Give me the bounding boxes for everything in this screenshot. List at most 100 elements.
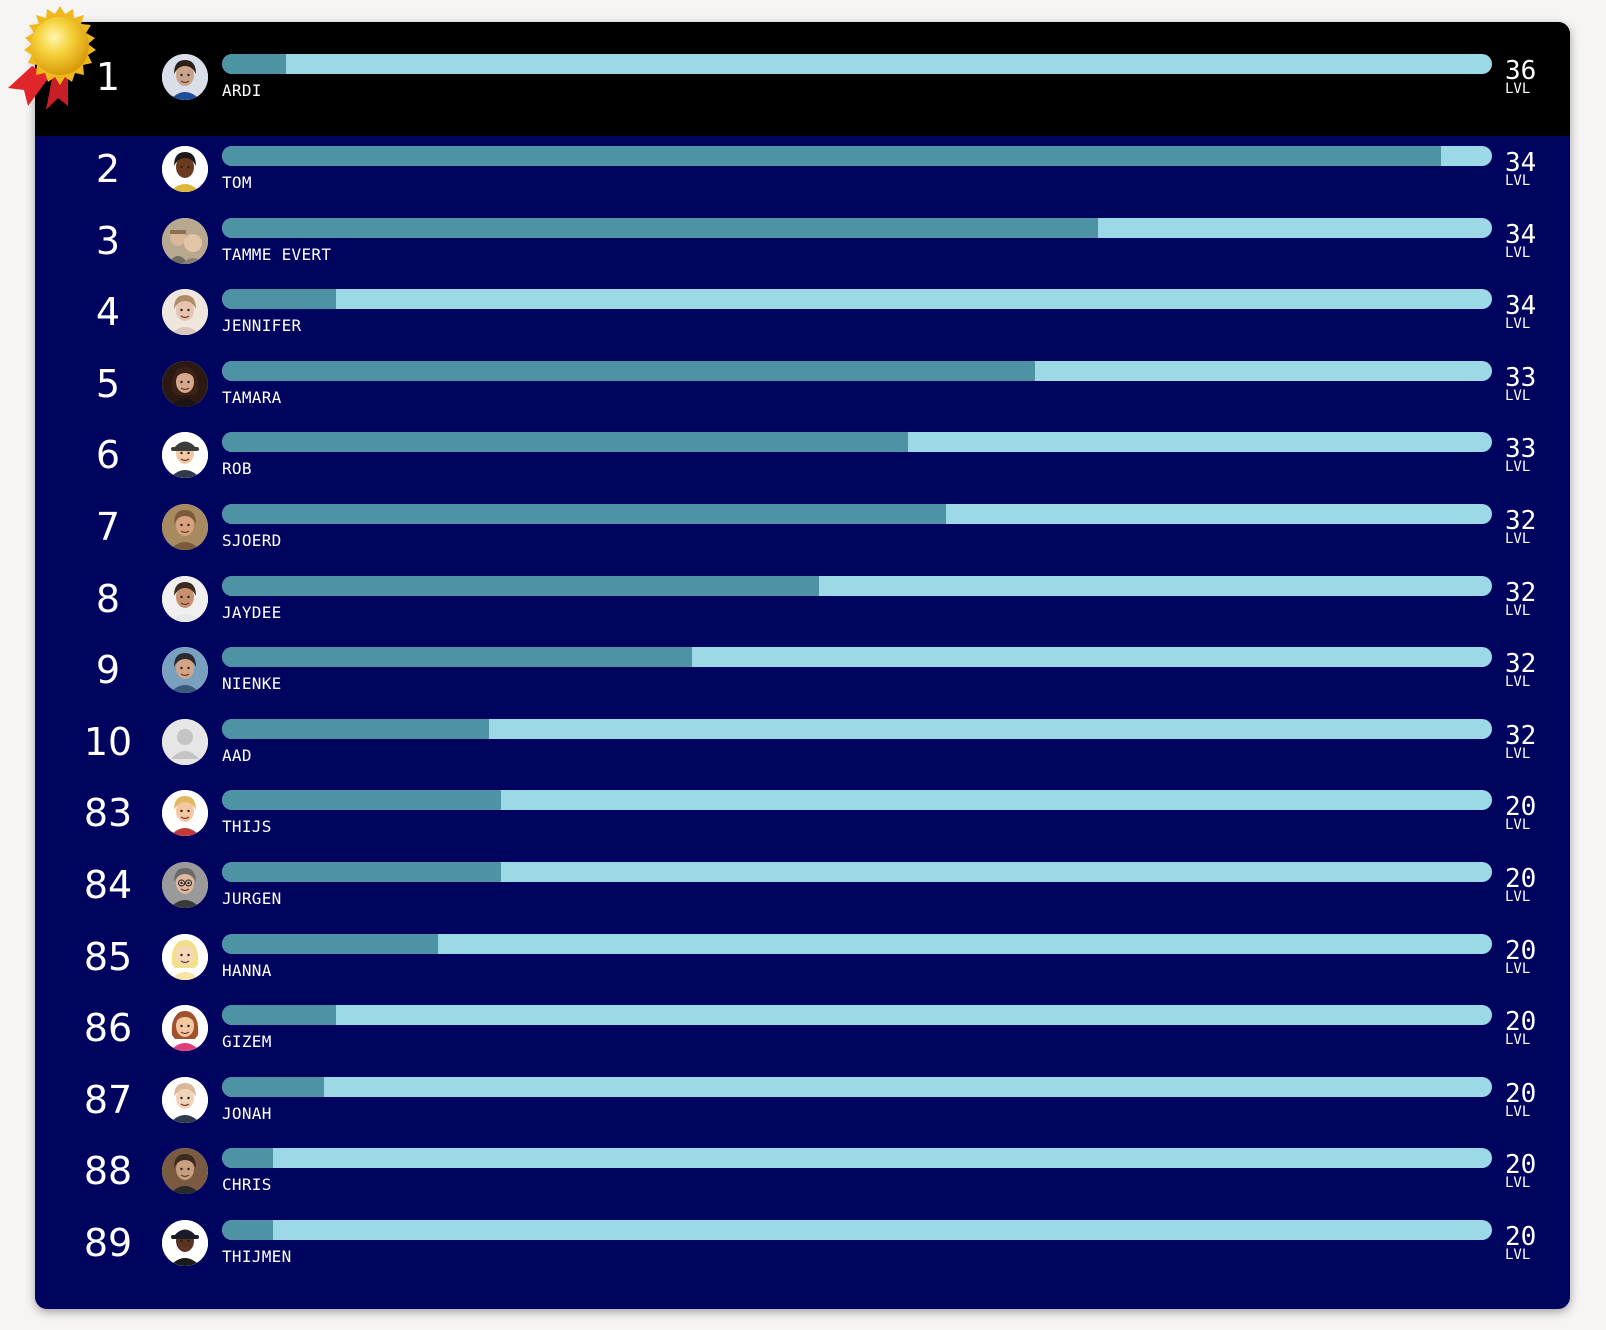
- avatar-photo-woman-outdoor-icon: [162, 647, 208, 694]
- progress-bar-fill: [222, 933, 438, 954]
- rank-number: 7: [95, 505, 121, 549]
- leaderboard-row[interactable]: 9 NIENKE 32 LVL: [35, 637, 1570, 709]
- player-name[interactable]: TAMME EVERT: [222, 244, 332, 264]
- leaderboard-row[interactable]: 87 JONAH 20 LVL: [35, 1067, 1570, 1139]
- progress-bar-fill: [222, 862, 502, 882]
- avatar[interactable]: [162, 289, 208, 336]
- avatar[interactable]: [162, 647, 208, 694]
- player-name[interactable]: JENNIFER: [222, 316, 302, 336]
- progress-bar: [222, 360, 1492, 381]
- rank-number: 87: [83, 1077, 133, 1122]
- avatar[interactable]: [162, 790, 208, 837]
- avatar[interactable]: [162, 1220, 208, 1266]
- avatar[interactable]: [162, 1148, 208, 1195]
- progress-bar: [222, 146, 1492, 166]
- leaderboard-row[interactable]: 7 SJOERD 32 LVL: [35, 494, 1570, 566]
- avatar[interactable]: [162, 360, 208, 407]
- player-name[interactable]: JAYDEE: [222, 602, 282, 622]
- leaderboard-row[interactable]: 83 THIJS 20 LVL: [35, 780, 1570, 852]
- progress-bar-fill: [222, 289, 337, 310]
- progress-bar-fill: [222, 504, 946, 524]
- level-suffix-label: LVL: [1505, 173, 1531, 189]
- player-name[interactable]: NIENKE: [222, 674, 282, 694]
- avatar[interactable]: [162, 146, 208, 192]
- leaderboard-row[interactable]: 86 GIZEM 20 LVL: [35, 995, 1570, 1067]
- level-number: 36: [1505, 56, 1537, 86]
- leaderboard-row[interactable]: 8 JAYDEE 32 LVL: [35, 566, 1570, 638]
- level-number: 32: [1505, 506, 1537, 536]
- avatar[interactable]: [162, 575, 208, 622]
- avatar-cartoon-woman-brown-icon: [162, 1005, 208, 1052]
- avatar[interactable]: [162, 862, 208, 908]
- level-number: 32: [1505, 720, 1537, 751]
- progress-bar: [222, 790, 1492, 811]
- avatar[interactable]: [162, 933, 208, 980]
- level-number: 20: [1505, 935, 1537, 966]
- avatar[interactable]: [162, 504, 208, 550]
- player-name[interactable]: JURGEN: [222, 889, 282, 908]
- player-name[interactable]: AAD: [222, 745, 252, 765]
- leaderboard-row[interactable]: 88 CHRIS 20 LVL: [35, 1138, 1570, 1210]
- progress-bar: [222, 1076, 1492, 1097]
- player-name[interactable]: GIZEM: [222, 1032, 272, 1052]
- leaderboard-row[interactable]: 84 JURGEN 20 LVL: [35, 852, 1570, 924]
- level-number: 34: [1505, 291, 1537, 322]
- player-name[interactable]: JONAH: [222, 1103, 272, 1123]
- player-name[interactable]: ARDI: [222, 81, 262, 100]
- player-name[interactable]: TAMARA: [222, 387, 282, 407]
- progress-bar: [222, 289, 1492, 310]
- leaderboard-row-top[interactable]: 1 ARDI 36 LVL: [35, 22, 1570, 136]
- progress-bar: [222, 575, 1492, 596]
- leaderboard-row[interactable]: 10 AAD 32 LVL: [35, 709, 1570, 781]
- avatar-cartoon-man-bald-icon: [162, 1076, 208, 1123]
- level-number: 20: [1505, 1007, 1537, 1038]
- avatar-photo-man-glasses-icon: [162, 862, 208, 908]
- avatar[interactable]: [162, 432, 208, 479]
- progress-bar-fill: [222, 54, 286, 74]
- level-number: 20: [1505, 1222, 1537, 1252]
- level-suffix-label: LVL: [1505, 889, 1531, 905]
- leaderboard-row[interactable]: 89 THIJMEN 20 LVL: [35, 1210, 1570, 1282]
- avatar-photo-man-dark-hair-icon: [162, 54, 208, 100]
- avatar[interactable]: [162, 1076, 208, 1123]
- progress-bar-fill: [222, 1076, 324, 1097]
- player-name[interactable]: SJOERD: [222, 531, 282, 550]
- level-number: 20: [1505, 1150, 1537, 1181]
- level-suffix-label: LVL: [1505, 81, 1531, 97]
- progress-bar-fill: [222, 647, 692, 668]
- player-name[interactable]: THIJS: [222, 817, 272, 837]
- progress-bar-fill: [222, 575, 819, 596]
- progress-bar-fill: [222, 217, 1099, 238]
- leaderboard-row[interactable]: 6 ROB 33 LVL: [35, 422, 1570, 494]
- leaderboard-row[interactable]: 5 TAMARA 33 LVL: [35, 351, 1570, 423]
- rank-number: 4: [95, 290, 121, 335]
- player-name[interactable]: ROB: [222, 459, 252, 479]
- player-name[interactable]: THIJMEN: [222, 1247, 292, 1266]
- player-name[interactable]: TOM: [222, 173, 252, 192]
- progress-bar: [222, 54, 1492, 74]
- gold-medal-ribbon-icon: [8, 6, 96, 110]
- player-name[interactable]: HANNA: [222, 960, 272, 980]
- progress-bar: [222, 504, 1492, 524]
- avatar[interactable]: [162, 217, 208, 264]
- avatar[interactable]: [162, 1005, 208, 1052]
- level-suffix-label: LVL: [1505, 1103, 1531, 1120]
- rank-number: 86: [83, 1006, 133, 1051]
- avatar-cartoon-dark-skin-icon: [162, 146, 208, 192]
- progress-bar: [222, 718, 1492, 739]
- level-number: 33: [1505, 362, 1537, 393]
- player-name[interactable]: CHRIS: [222, 1175, 272, 1195]
- leaderboard-row[interactable]: 4 JENNIFER 34 LVL: [35, 279, 1570, 351]
- avatar[interactable]: [162, 718, 208, 765]
- level-suffix-label: LVL: [1505, 531, 1531, 547]
- avatar-photo-man-shelves-icon: [162, 1148, 208, 1195]
- progress-bar-fill: [222, 718, 489, 739]
- level-number: 32: [1505, 577, 1537, 608]
- leaderboard-row[interactable]: 2 TOM 34 LVL: [35, 136, 1570, 208]
- level-suffix-label: LVL: [1505, 817, 1531, 834]
- leaderboard-row[interactable]: 85 HANNA 20 LVL: [35, 924, 1570, 996]
- rank-number: 2: [95, 147, 121, 191]
- avatar[interactable]: [162, 54, 208, 100]
- leaderboard-row[interactable]: 3 TAMME EVERT 34 LVL: [35, 208, 1570, 280]
- progress-bar: [222, 432, 1492, 453]
